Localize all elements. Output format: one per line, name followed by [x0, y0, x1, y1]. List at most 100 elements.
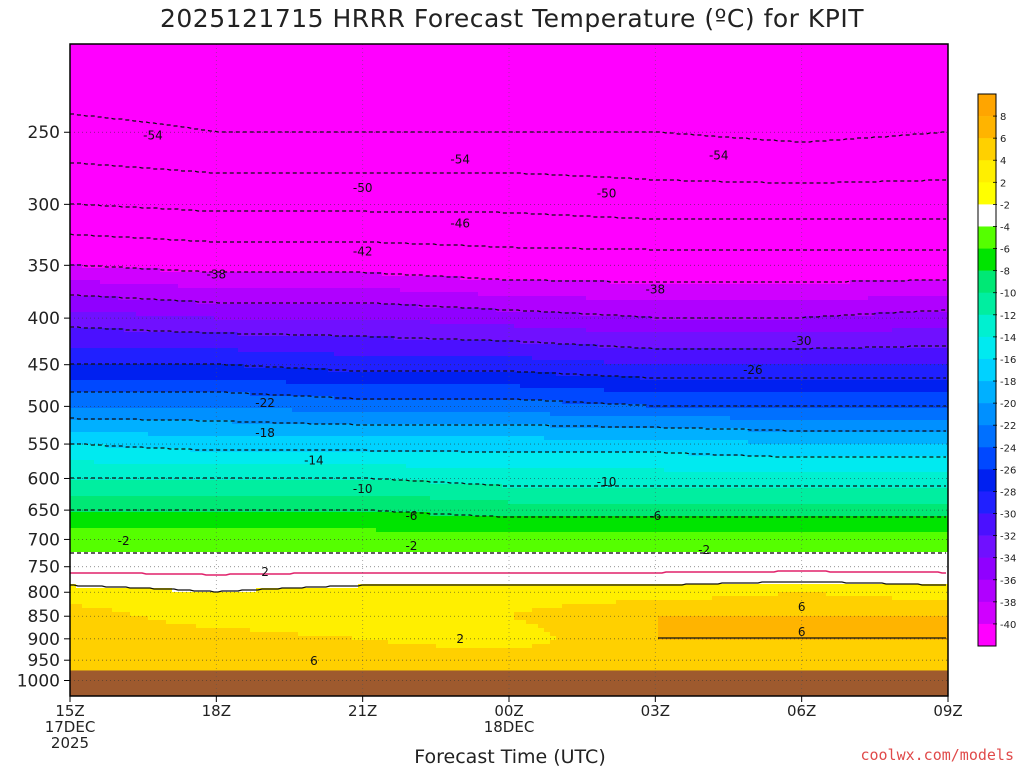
heat-cell: [844, 128, 851, 133]
heat-cell: [340, 80, 347, 85]
heat-cell: [214, 176, 221, 181]
heat-cell: [382, 172, 389, 177]
heat-cell: [166, 92, 173, 97]
heat-cell: [868, 132, 875, 137]
heat-cell: [820, 72, 827, 77]
heat-cell: [562, 92, 569, 97]
heat-cell: [208, 168, 215, 173]
heat-cell: [82, 128, 89, 133]
heat-cell: [154, 100, 161, 105]
heat-cell: [556, 108, 563, 113]
heat-cell: [178, 112, 185, 117]
heat-cell: [826, 172, 833, 177]
heat-cell: [238, 68, 245, 73]
heat-cell: [388, 76, 395, 81]
heat-cell: [340, 168, 347, 173]
heat-cell: [190, 172, 197, 177]
heat-cell: [118, 88, 125, 93]
heat-cell: [154, 156, 161, 161]
heat-cell: [868, 144, 875, 149]
heat-cell: [598, 88, 605, 93]
heat-cell: [316, 52, 323, 57]
heat-cell: [286, 168, 293, 173]
heat-cell: [598, 72, 605, 77]
heat-cell: [724, 80, 731, 85]
heat-cell: [256, 56, 263, 61]
heat-cell: [934, 108, 941, 113]
heat-cell: [190, 160, 197, 165]
heat-cell: [250, 160, 257, 165]
heat-cell: [82, 132, 89, 137]
heat-cell: [724, 88, 731, 93]
heat-cell: [904, 132, 911, 137]
heat-cell: [586, 72, 593, 77]
heat-cell: [418, 84, 425, 89]
heat-cell: [370, 172, 377, 177]
heat-cell: [802, 88, 809, 93]
heat-cell: [538, 168, 545, 173]
heat-cell: [706, 52, 713, 57]
heat-cell: [604, 148, 611, 153]
heat-cell: [892, 120, 899, 125]
heat-cell: [934, 76, 941, 81]
heat-cell: [568, 148, 575, 153]
heat-cell: [826, 152, 833, 157]
heat-cell: [778, 144, 785, 149]
heat-cell: [448, 128, 455, 133]
heat-cell: [400, 80, 407, 85]
heat-cell: [244, 112, 251, 117]
heat-cell: [286, 136, 293, 141]
heat-cell: [802, 96, 809, 101]
heat-cell: [910, 56, 917, 61]
heat-cell: [892, 156, 899, 161]
heat-cell: [898, 72, 905, 77]
heat-cell: [820, 116, 827, 121]
heat-cell: [184, 92, 191, 97]
heat-cell: [370, 44, 377, 49]
heat-cell: [352, 140, 359, 145]
heat-cell: [244, 88, 251, 93]
heat-cell: [724, 156, 731, 161]
heat-cell: [382, 156, 389, 161]
heat-cell: [712, 124, 719, 129]
heat-cell: [898, 168, 905, 173]
heat-cell: [706, 176, 713, 181]
heat-cell: [658, 128, 665, 133]
heat-cell: [178, 164, 185, 169]
heat-cell: [256, 96, 263, 101]
heat-cell: [202, 100, 209, 105]
heat-cell: [862, 164, 869, 169]
heat-cell: [310, 172, 317, 177]
heat-cell: [520, 100, 527, 105]
heat-cell: [130, 92, 137, 97]
heat-cell: [466, 176, 473, 181]
heat-cell: [304, 132, 311, 137]
heat-cell: [538, 140, 545, 145]
heat-cell: [820, 136, 827, 141]
heat-cell: [406, 48, 413, 53]
heat-cell: [814, 88, 821, 93]
heat-cell: [940, 164, 947, 169]
heat-cell: [724, 108, 731, 113]
heat-cell: [166, 80, 173, 85]
heat-cell: [436, 68, 443, 73]
heat-cell: [148, 68, 155, 73]
heat-cell: [370, 168, 377, 173]
heat-cell: [94, 148, 101, 153]
heat-cell: [298, 148, 305, 153]
heat-cell: [328, 120, 335, 125]
heat-cell: [244, 100, 251, 105]
heat-cell: [850, 128, 857, 133]
heat-cell: [598, 76, 605, 81]
heat-cell: [226, 164, 233, 169]
heat-cell: [178, 108, 185, 113]
heat-cell: [862, 52, 869, 57]
heat-cell: [634, 72, 641, 77]
heat-cell: [514, 132, 521, 137]
heat-cell: [814, 84, 821, 89]
heat-cell: [400, 64, 407, 69]
heat-cell: [844, 52, 851, 57]
heat-cell: [544, 168, 551, 173]
heat-cell: [172, 140, 179, 145]
heat-cell: [694, 168, 701, 173]
